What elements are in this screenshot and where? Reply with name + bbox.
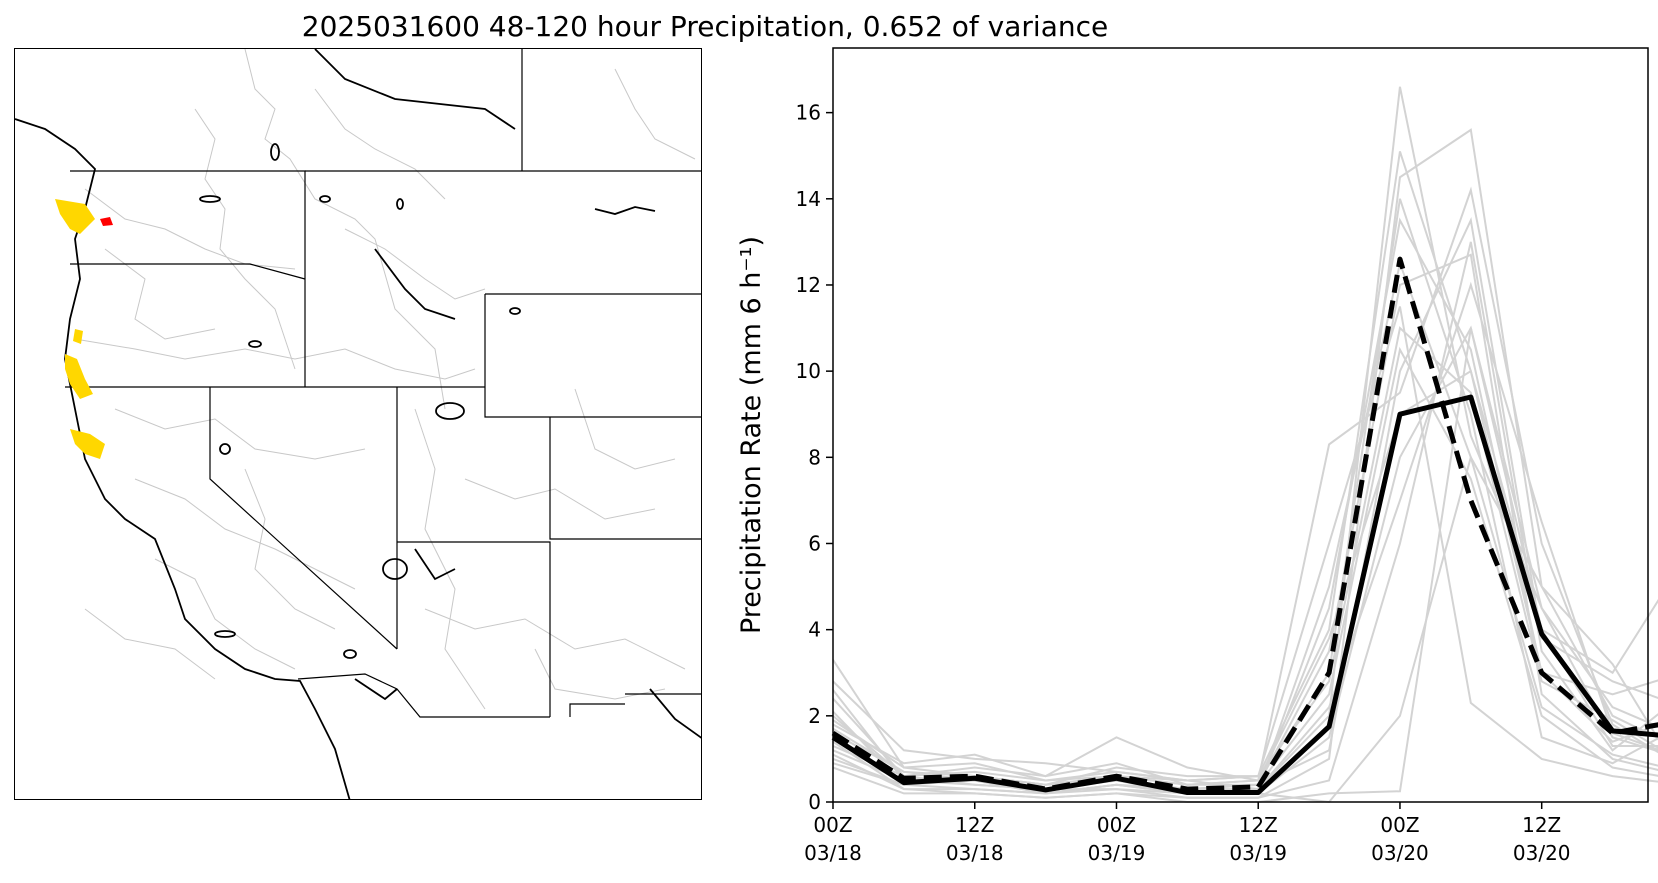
plot-frame: [832, 47, 1649, 803]
y-tick-label: 10: [796, 359, 821, 383]
x-tick-label: 12Z: [1522, 813, 1561, 837]
ensemble-member-line-6: [832, 327, 1658, 803]
map-svg: [15, 49, 701, 799]
x-tick-label: 12Z: [1239, 813, 1278, 837]
dashed-series-line: [831, 256, 1658, 792]
y-axis-label: Precipitation Rate (mm 6 h⁻¹): [736, 236, 767, 634]
y-axis-ticks: 0 2 4 6 8 10 12 14 16: [796, 101, 833, 814]
y-tick-label: 16: [796, 101, 821, 125]
main-series: [831, 256, 1658, 796]
x-axis-ticks: 00Z 03/18 12Z 03/18 00Z 03/19 12Z 03/19 00Z 03/20…: [804, 802, 1571, 865]
ensemble-member-line-13: [832, 198, 1658, 786]
x-tick-label: 00Z: [813, 813, 852, 837]
ensemble-member-line-18: [832, 326, 1658, 782]
ensemble-members: [832, 86, 1658, 804]
x-tick-label: 03/20: [1513, 841, 1571, 865]
precipitation-map: [14, 48, 702, 800]
y-tick-label: 14: [796, 187, 821, 211]
ensemble-member-line-7: [832, 306, 1658, 786]
x-tick-label: 03/19: [1229, 841, 1287, 865]
y-tick-label: 6: [808, 531, 821, 555]
x-tick-label: 00Z: [1097, 813, 1136, 837]
y-tick-label: 2: [808, 704, 821, 728]
figure-title: 2025031600 48-120 hour Precipitation, 0.…: [301, 10, 1109, 43]
ensemble-member-line-3: [832, 128, 1658, 799]
x-tick-label: 03/18: [946, 841, 1004, 865]
x-tick-label: 12Z: [955, 813, 994, 837]
y-tick-label: 4: [808, 618, 821, 642]
coastline: [15, 49, 701, 799]
ensemble-member-line-10: [832, 346, 1658, 786]
x-tick-label: 03/20: [1371, 841, 1429, 865]
ensemble-member-line-5: [832, 253, 1658, 795]
ensemble-member-line-2: [832, 151, 1658, 782]
ensemble-member-line-1: [832, 86, 1658, 795]
x-tick-label: 03/19: [1088, 841, 1146, 865]
x-tick-label: 03/18: [804, 841, 862, 865]
x-tick-label: 00Z: [1380, 813, 1419, 837]
ensemble-member-line-15: [832, 259, 1658, 795]
precip-areas: [55, 199, 113, 459]
y-tick-label: 12: [796, 273, 821, 297]
ensemble-member-line-12: [832, 325, 1658, 795]
y-tick-label: 0: [808, 790, 821, 814]
y-tick-label: 8: [808, 445, 821, 469]
solid-series-line: [831, 394, 1658, 796]
lakes: [199, 143, 521, 659]
ensemble-member-line-9: [832, 241, 1658, 799]
state-borders: [65, 49, 701, 718]
